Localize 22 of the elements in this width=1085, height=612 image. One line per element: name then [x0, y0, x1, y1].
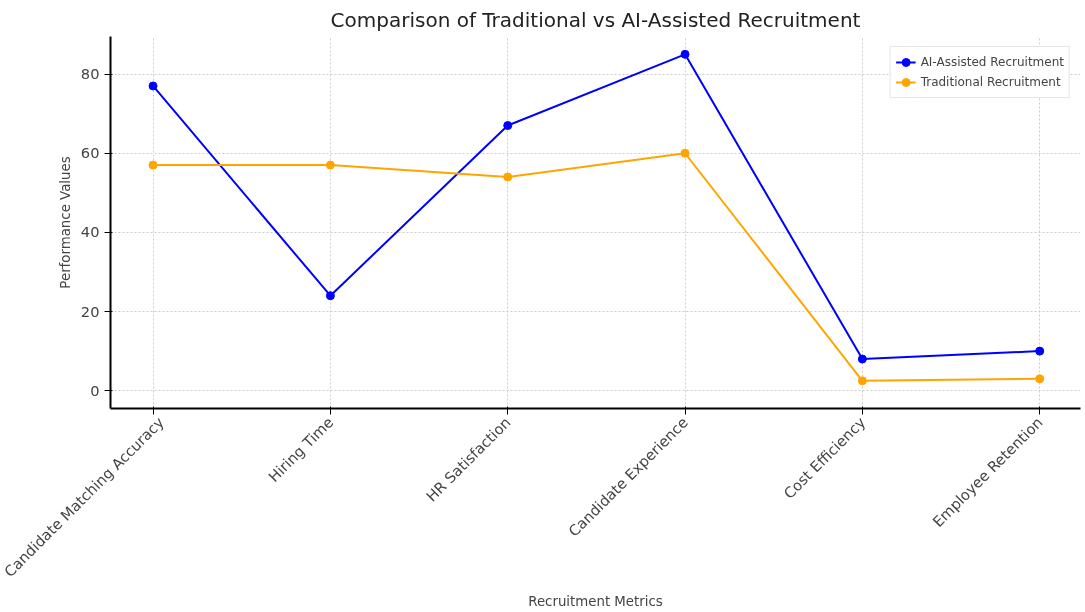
y-tick-label: 40: [80, 223, 100, 241]
legend-label: AI-Assisted Recruitment: [920, 55, 1064, 69]
y-tick-label: 20: [80, 302, 100, 320]
chart-title: Comparison of Traditional vs AI-Assisted Recruitment: [330, 7, 861, 32]
point: [1035, 374, 1045, 384]
point: [503, 172, 513, 182]
point: [325, 160, 335, 170]
point: [857, 376, 867, 386]
y-tick-label: 60: [80, 144, 100, 162]
point: [1035, 346, 1045, 356]
point: [680, 148, 690, 158]
y-tick-label: 0: [90, 381, 100, 399]
point: [680, 49, 690, 59]
point: [325, 291, 335, 301]
point: [857, 354, 867, 364]
point: [503, 121, 513, 131]
point: [148, 81, 158, 91]
x-axis-title: Recruitment Metrics: [528, 594, 663, 610]
legend-label: Traditional Recruitment: [920, 75, 1061, 89]
point: [148, 160, 158, 170]
y-axis-title: Performance Values: [57, 156, 73, 289]
y-tick-label: 80: [80, 65, 100, 83]
